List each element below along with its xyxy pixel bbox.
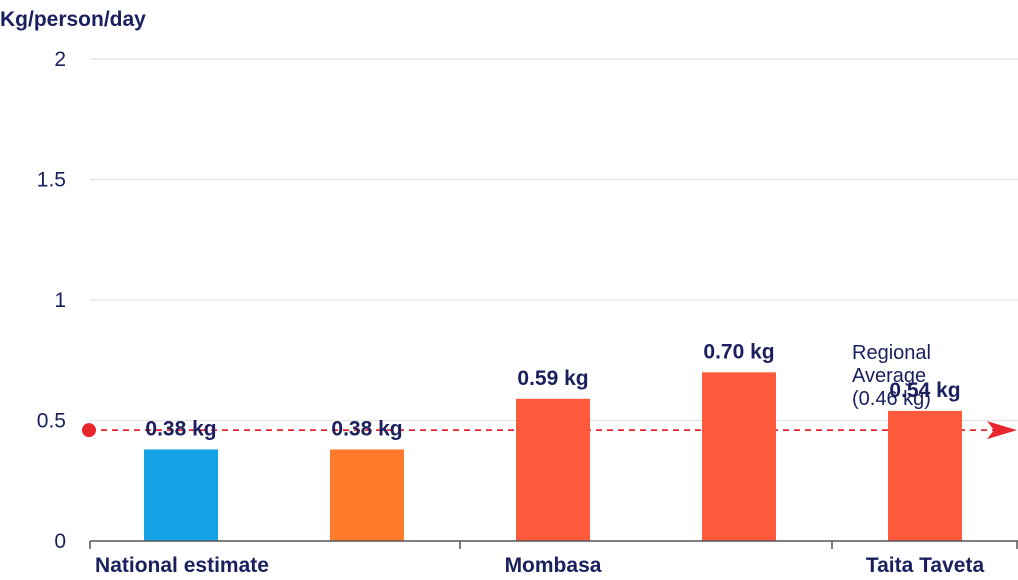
reference-label-line: Average	[852, 365, 926, 387]
bar	[702, 372, 776, 541]
y-tick-label: 1	[54, 289, 66, 312]
x-axis: National estimate Mombasa Taita Taveta	[89, 540, 1018, 577]
reference-label-line: Regional	[852, 342, 931, 364]
category-label: National estimate	[95, 554, 269, 577]
bar	[888, 410, 962, 541]
bar-value-label: 0.38 kg	[331, 417, 402, 440]
y-tick-labels: 0 0.5 1 1.5 2	[37, 48, 66, 553]
y-tick-label: 1.5	[37, 169, 66, 192]
category-label: Mombasa	[505, 554, 602, 577]
reference-label-line: (0.46 kg)	[852, 388, 931, 410]
y-axis-title: Kg/person/day	[0, 8, 146, 31]
y-tick-label: 0	[54, 530, 66, 553]
bar-value-label: 0.59 kg	[517, 367, 588, 390]
bar-value-label: 0.38 kg	[145, 417, 216, 440]
y-tick-label: 2	[54, 48, 66, 71]
category-label: Taita Taveta	[866, 554, 985, 577]
bar-value-label: 0.54 kg	[889, 379, 960, 402]
reference-arrow	[987, 421, 1017, 440]
data-labels: 0.38 kg 0.38 kg 0.59 kg 0.70 kg 0.54 kg	[145, 340, 960, 440]
bar	[144, 449, 218, 541]
y-tick-label: 0.5	[37, 410, 66, 433]
bar	[516, 398, 590, 541]
bar	[330, 449, 404, 541]
reference-start-dot	[82, 423, 96, 438]
bars	[144, 372, 962, 541]
bar-value-label: 0.70 kg	[703, 340, 774, 363]
